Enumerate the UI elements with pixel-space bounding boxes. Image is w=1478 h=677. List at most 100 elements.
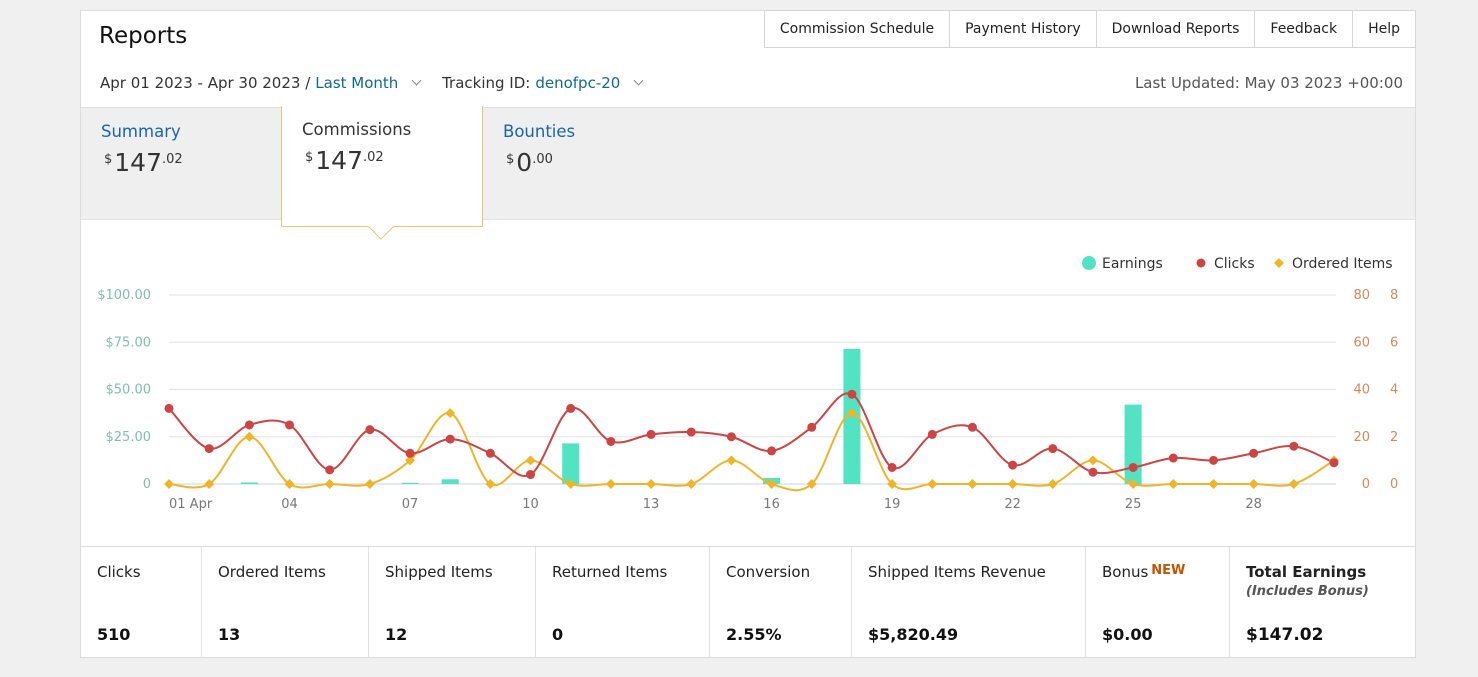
stat-returned-items: Returned Items 0 (536, 547, 710, 658)
clicks-point (405, 448, 415, 458)
ordered-items-point (846, 408, 857, 419)
y-tick-items: 6 (1390, 335, 1398, 350)
clicks-point (365, 425, 375, 435)
date-preset-label: Last Month (315, 74, 399, 92)
legend-swatch (1196, 258, 1206, 268)
clicks-point (1168, 453, 1178, 463)
y-tick-left: $50.00 (106, 383, 152, 398)
ordered-items-point (164, 479, 174, 489)
stat-value: 2.55% (726, 625, 782, 644)
y-tick-clicks: 80 (1353, 288, 1370, 303)
ordered-items-line (168, 412, 1335, 492)
clicks-point (244, 420, 254, 430)
payment-history-button[interactable]: Payment History (950, 10, 1097, 48)
earnings-bar (441, 479, 459, 484)
stat-label: Ordered Items (218, 563, 326, 581)
date-range-text: Apr 01 2023 - Apr 30 2023 / (100, 74, 311, 92)
filters-bar: Apr 01 2023 - Apr 30 2023 / Last Month T… (100, 74, 644, 92)
y-tick-clicks: 60 (1353, 335, 1370, 350)
legend-label: Earnings (1102, 256, 1163, 272)
ordered-items-point (565, 479, 576, 489)
clicks-point (1008, 460, 1018, 470)
stat-clicks: Clicks 510 (81, 547, 202, 658)
y-tick-left: $100.00 (97, 288, 151, 303)
y-tick-items: 2 (1390, 430, 1398, 445)
amount-cents: .02 (162, 152, 183, 167)
y-tick-items: 0 (1390, 477, 1398, 492)
date-range-dropdown[interactable]: Last Month (315, 74, 422, 92)
legend-label: Ordered Items (1292, 256, 1393, 272)
metric-tab-commissions[interactable]: Commissions $ 147 .02 (281, 106, 483, 240)
stat-label: Clicks (97, 563, 141, 581)
metric-tab-content: Commissions $ 147 .02 (282, 106, 411, 226)
y-tick-left: 0 (143, 477, 151, 492)
ordered-items-point (766, 479, 777, 489)
clicks-point (646, 429, 656, 439)
ordered-items-point (605, 479, 616, 489)
feedback-button[interactable]: Feedback (1255, 10, 1354, 48)
stat-value: $5,820.49 (868, 625, 959, 644)
stat-value: 13 (218, 625, 241, 644)
metric-tab-summary[interactable]: Summary $ 147 .02 (81, 108, 281, 219)
legend-label: Clicks (1214, 256, 1255, 272)
download-reports-button[interactable]: Download Reports (1096, 10, 1256, 48)
y-tick-left: $75.00 (106, 335, 152, 350)
ordered-items-point (1007, 479, 1018, 489)
clicks-point (566, 403, 576, 413)
clicks-point (445, 434, 455, 444)
ordered-items-point (967, 479, 978, 489)
y-tick-items: 4 (1390, 383, 1398, 398)
ordered-items-point (525, 455, 536, 466)
ordered-items-point (726, 455, 737, 466)
clicks-point (767, 446, 777, 456)
x-tick-label: 25 (1125, 497, 1142, 512)
x-tick-label: 04 (281, 497, 298, 512)
clicks-point (485, 448, 495, 458)
x-tick-label: 07 (402, 497, 419, 512)
ordered-items-point (1047, 479, 1058, 489)
stat-ordered-items: Ordered Items 13 (202, 547, 369, 658)
legend-swatch (1274, 258, 1284, 268)
ordered-items-point (1088, 455, 1098, 466)
clicks-point (1128, 462, 1138, 472)
stat-label: Shipped Items Revenue (868, 563, 1046, 581)
ordered-items-point (1168, 479, 1179, 489)
x-tick-label: 22 (1004, 497, 1021, 512)
stat-value: 12 (385, 625, 408, 644)
stat-value: 0 (552, 625, 564, 644)
legend-item: Earnings (1082, 256, 1163, 272)
help-button[interactable]: Help (1353, 10, 1416, 48)
metric-tab-bounties[interactable]: Bounties $ 0 .00 (483, 108, 683, 219)
clicks-point (526, 470, 536, 480)
stat-value: $0.00 (1102, 625, 1153, 644)
x-tick-label: 19 (884, 497, 901, 512)
amount-main: 0 (516, 148, 533, 177)
amount-cents: .02 (363, 150, 384, 165)
stat-value: $147.02 (1246, 625, 1324, 645)
page-title: Reports (99, 23, 188, 49)
clicks-point (325, 465, 335, 475)
stat-label-text: Bonus (1102, 563, 1149, 581)
tracking-id-dropdown[interactable]: denofpc-20 (535, 74, 644, 92)
clicks-point (1088, 467, 1098, 477)
stat-label: Bonus NEW (1102, 563, 1229, 581)
stat-label: Shipped Items (385, 563, 493, 581)
earnings-bar (562, 443, 580, 484)
stat-label: Total Earnings (Includes Bonus) (1246, 563, 1415, 599)
currency-symbol: $ (305, 150, 314, 165)
ordered-items-point (324, 479, 335, 489)
clicks-point (726, 432, 736, 442)
legend-swatch (1082, 256, 1096, 270)
stat-sublabel: (Includes Bonus) (1246, 584, 1369, 599)
x-tick-label: 28 (1245, 497, 1262, 512)
metric-label: Commissions (302, 120, 412, 139)
clicks-point (967, 422, 977, 432)
commission-schedule-button[interactable]: Commission Schedule (763, 10, 951, 48)
tracking-id-label: Tracking ID: (442, 74, 531, 92)
metric-label: Summary (101, 122, 181, 141)
ordered-items-point (364, 479, 375, 489)
chevron-down-icon (633, 75, 644, 86)
clicks-point (1048, 444, 1058, 454)
ordered-items-point (646, 479, 657, 489)
ordered-items-point (887, 479, 898, 489)
